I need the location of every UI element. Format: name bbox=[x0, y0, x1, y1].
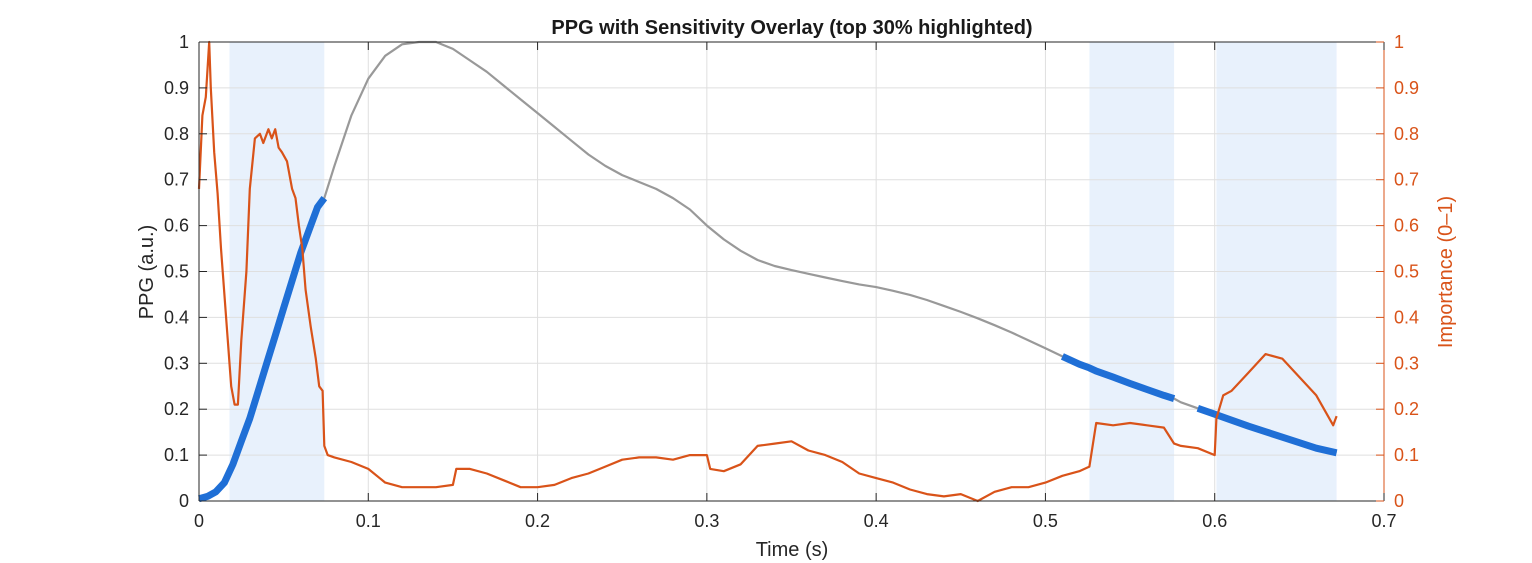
y-tick-label: 0.4 bbox=[164, 307, 189, 327]
y-tick-label: 0.2 bbox=[164, 399, 189, 419]
y-tick-label: 0.1 bbox=[164, 445, 189, 465]
tick-labels: 0 0.1 0.2 0.3 0.4 0.5 0.6 0.700.10.20.30.40.50.… bbox=[164, 32, 1419, 531]
axes bbox=[198, 41, 1385, 502]
x-tick-label: 0.6 bbox=[1202, 511, 1227, 531]
y-axis-label: PPG (a.u.) bbox=[136, 225, 158, 319]
y2-tick-label: 1 bbox=[1394, 32, 1404, 52]
ppg-highlight-segment-0 bbox=[198, 196, 328, 503]
y2-tick-label: 0.7 bbox=[1394, 170, 1419, 190]
x-tick-label: 0.2 bbox=[525, 511, 550, 531]
x-tick-label: 0.7 bbox=[1371, 511, 1396, 531]
y2-tick-label: 0.3 bbox=[1394, 353, 1419, 373]
x-tick-label: 0.4 bbox=[864, 511, 889, 531]
y-tick-label: 1 bbox=[179, 32, 189, 52]
importance-line bbox=[197, 40, 1338, 503]
y-tick-label: 0 bbox=[179, 491, 189, 511]
x-tick-label: 0.5 bbox=[1033, 511, 1058, 531]
y-tick-label: 0.8 bbox=[164, 124, 189, 144]
y-tick-label: 0.5 bbox=[164, 262, 189, 282]
x-axis-label: Time (s) bbox=[756, 539, 829, 561]
ppg-highlight-segment-1 bbox=[1060, 353, 1176, 402]
y2-tick-label: 0.2 bbox=[1394, 399, 1419, 419]
chart-title: PPG with Sensitivity Overlay (top 30% hi… bbox=[551, 17, 1032, 39]
x-tick-label: 0 bbox=[194, 511, 204, 531]
y2-tick-label: 0 bbox=[1394, 491, 1404, 511]
grid-lines bbox=[198, 41, 1385, 502]
y-tick-label: 0.7 bbox=[164, 170, 189, 190]
y2-tick-label: 0.8 bbox=[1394, 124, 1419, 144]
y2-tick-label: 0.9 bbox=[1394, 78, 1419, 98]
y2-axis-label: Importance (0–1) bbox=[1435, 196, 1457, 348]
x-tick-label: 0.1 bbox=[356, 511, 381, 531]
series-lines bbox=[197, 40, 1338, 503]
y2-tick-label: 0.6 bbox=[1394, 216, 1419, 236]
y-tick-label: 0.6 bbox=[164, 216, 189, 236]
y-tick-label: 0.9 bbox=[164, 78, 189, 98]
x-tick-label: 0.3 bbox=[694, 511, 719, 531]
y2-tick-label: 0.1 bbox=[1394, 445, 1419, 465]
y2-tick-label: 0.5 bbox=[1394, 262, 1419, 282]
y2-tick-label: 0.4 bbox=[1394, 307, 1419, 327]
ppg-highlight-segment-2 bbox=[1196, 404, 1338, 457]
y-tick-label: 0.3 bbox=[164, 353, 189, 373]
